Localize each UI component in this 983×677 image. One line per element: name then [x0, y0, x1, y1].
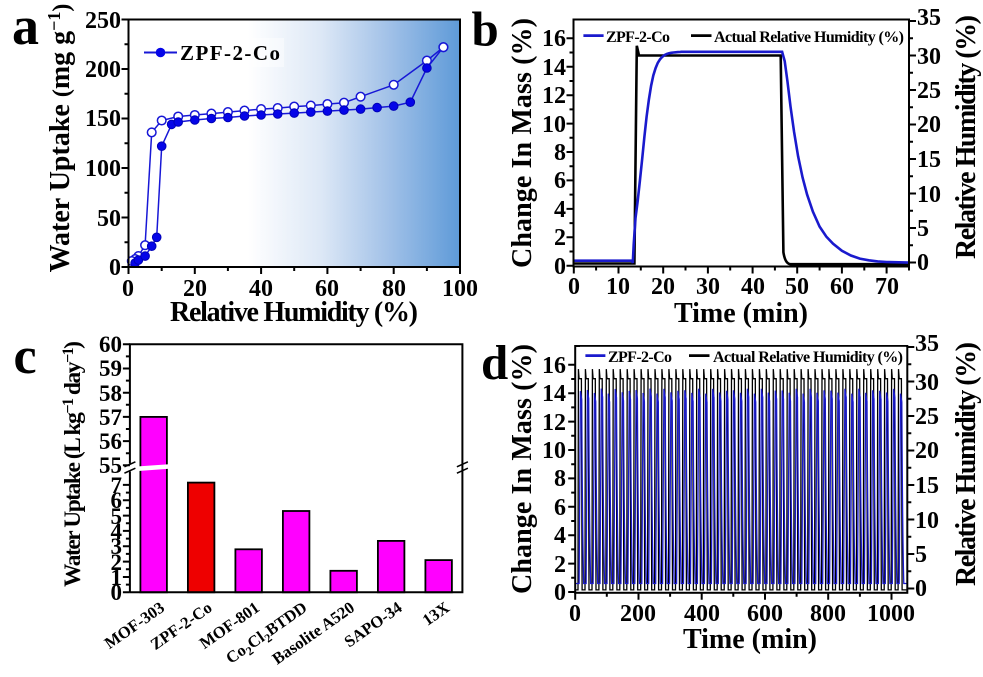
svg-text:12: 12 [542, 410, 566, 436]
svg-text:0: 0 [109, 255, 121, 281]
svg-text:70: 70 [875, 274, 899, 300]
svg-text:0: 0 [122, 276, 134, 302]
svg-text:80: 80 [382, 276, 406, 302]
svg-text:15: 15 [917, 147, 941, 173]
svg-text:0: 0 [554, 580, 566, 606]
svg-text:400: 400 [684, 601, 720, 627]
svg-text:14: 14 [542, 55, 566, 81]
svg-text:2: 2 [554, 225, 566, 251]
svg-text:2: 2 [111, 550, 123, 575]
svg-text:b: b [472, 2, 499, 57]
svg-text:150: 150 [85, 106, 121, 132]
svg-text:5: 5 [917, 216, 929, 242]
svg-text:13X: 13X [419, 598, 453, 630]
svg-text:0: 0 [568, 274, 580, 300]
svg-text:100: 100 [85, 156, 121, 182]
svg-text:10: 10 [542, 112, 566, 138]
svg-text:30: 30 [917, 44, 941, 70]
svg-text:10: 10 [606, 274, 630, 300]
svg-text:14: 14 [542, 381, 566, 407]
svg-text:7: 7 [111, 473, 123, 498]
svg-text:20: 20 [915, 438, 939, 464]
svg-text:58: 58 [99, 381, 122, 406]
svg-text:0: 0 [569, 601, 581, 627]
svg-text:60: 60 [99, 332, 122, 357]
svg-text:ZPF-2-Co: ZPF-2-Co [606, 29, 670, 46]
svg-text:1000: 1000 [867, 601, 915, 627]
svg-text:35: 35 [915, 331, 939, 357]
svg-text:25: 25 [917, 78, 941, 104]
svg-text:0: 0 [554, 254, 566, 280]
svg-text:8: 8 [554, 466, 566, 492]
svg-text:Time (min): Time (min) [674, 298, 808, 329]
svg-text:12: 12 [542, 83, 566, 109]
svg-text:35: 35 [917, 5, 941, 31]
svg-text:2: 2 [554, 552, 566, 578]
svg-text:600: 600 [747, 601, 783, 627]
svg-text:200: 200 [85, 57, 121, 83]
svg-text:Water Uptake (L kg−1 day−1): Water Uptake (L kg−1 day−1) [60, 341, 86, 587]
svg-text:Actual Relative Humidity (%): Actual Relative Humidity (%) [713, 349, 903, 366]
svg-text:60: 60 [315, 276, 339, 302]
svg-text:40: 40 [741, 274, 765, 300]
svg-text:0: 0 [111, 580, 123, 605]
svg-text:50: 50 [97, 206, 121, 232]
svg-text:10: 10 [917, 182, 941, 208]
svg-text:4: 4 [554, 523, 566, 549]
svg-text:d: d [481, 335, 508, 390]
svg-text:Time (min): Time (min) [683, 624, 817, 655]
svg-text:Relative Humidity (%): Relative Humidity (%) [951, 15, 982, 259]
svg-text:25: 25 [915, 404, 939, 430]
svg-text:250: 250 [85, 8, 121, 34]
svg-text:57: 57 [99, 405, 122, 430]
svg-text:20: 20 [651, 274, 675, 300]
svg-text:16: 16 [542, 26, 566, 52]
svg-text:6: 6 [554, 168, 566, 194]
svg-text:55: 55 [99, 453, 122, 478]
svg-text:Actual Relative Humidity (%): Actual Relative Humidity (%) [714, 29, 904, 46]
svg-text:10: 10 [542, 438, 566, 464]
svg-text:20: 20 [183, 276, 207, 302]
svg-text:60: 60 [830, 274, 854, 300]
svg-text:16: 16 [542, 353, 566, 379]
svg-text:Relative Humidity (%): Relative Humidity (%) [951, 342, 982, 586]
svg-text:Relative Humidity (%): Relative Humidity (%) [170, 297, 418, 328]
svg-text:800: 800 [810, 601, 846, 627]
svg-text:3: 3 [111, 534, 123, 559]
svg-text:a: a [12, 0, 39, 56]
svg-text:100: 100 [442, 276, 478, 302]
svg-text:1: 1 [111, 565, 123, 590]
svg-text:30: 30 [915, 370, 939, 396]
svg-text:20: 20 [917, 112, 941, 138]
svg-text:4: 4 [554, 197, 566, 223]
svg-text:Change In Mass (%): Change In Mass (%) [507, 344, 538, 594]
svg-text:5: 5 [111, 504, 123, 529]
svg-text:6: 6 [554, 495, 566, 521]
svg-text:5: 5 [915, 542, 927, 568]
svg-text:59: 59 [99, 356, 122, 381]
svg-text:40: 40 [249, 276, 273, 302]
svg-text:30: 30 [696, 274, 720, 300]
svg-text:8: 8 [554, 140, 566, 166]
svg-text:50: 50 [785, 274, 809, 300]
svg-text:4: 4 [111, 519, 123, 544]
svg-text:ZPF-2-Co: ZPF-2-Co [608, 349, 672, 366]
svg-text:Change In Mass (%): Change In Mass (%) [507, 18, 538, 268]
svg-text:15: 15 [915, 473, 939, 499]
svg-text:56: 56 [99, 429, 122, 454]
svg-text:6: 6 [111, 488, 123, 513]
svg-text:10: 10 [915, 508, 939, 534]
svg-text:ZPF-2-Co: ZPF-2-Co [180, 41, 280, 65]
svg-text:c: c [14, 328, 37, 385]
svg-text:0: 0 [917, 250, 929, 276]
svg-text:0: 0 [915, 576, 927, 602]
svg-text:200: 200 [620, 601, 656, 627]
svg-text:Water Uptake (mg g−1): Water Uptake (mg g−1) [44, 4, 76, 273]
